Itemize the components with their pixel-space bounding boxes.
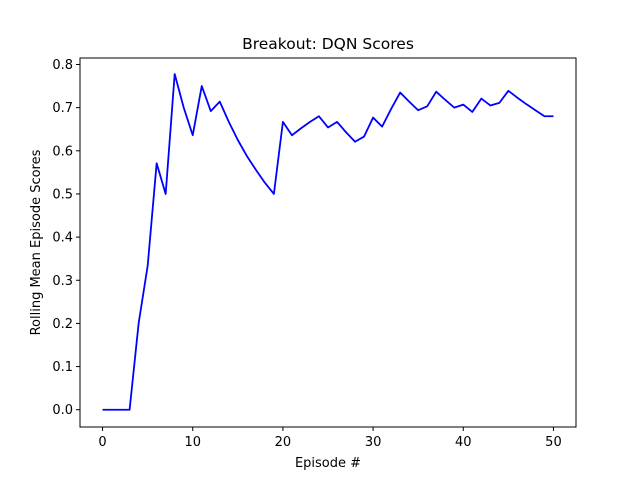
x-tick-label: 0 [98,435,106,450]
y-tick-label: 0.7 [52,101,73,116]
y-tick-label: 0.6 [52,144,73,159]
x-tick-label: 10 [184,435,201,450]
y-tick-label: 0.4 [52,231,73,246]
x-tick-label: 30 [365,435,382,450]
y-tick-label: 0.5 [52,187,73,202]
y-tick-label: 0.1 [52,360,73,375]
series-layer [102,73,554,411]
plot-frame [79,57,577,428]
x-axis-label: Episode # [295,456,361,471]
y-axis-label: Rolling Mean Episode Scores [29,149,44,335]
x-tick-label: 20 [275,435,292,450]
x-axis-ticks: 0 10 20 30 40 50 [98,427,562,450]
y-axis-ticks: 0.0 0.1 0.2 0.3 0.4 0.5 0.6 0.7 0.8 [52,58,80,418]
y-tick-label: 0.0 [52,403,73,418]
y-tick-label: 0.8 [52,58,73,73]
y-tick-label: 0.3 [52,274,73,289]
y-tick-label: 0.2 [52,317,73,332]
x-tick-label: 50 [545,435,562,450]
x-tick-label: 40 [455,435,472,450]
chart-title: Breakout: DQN Scores [242,35,414,53]
